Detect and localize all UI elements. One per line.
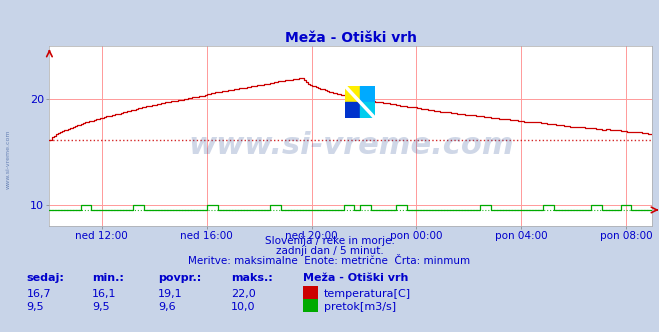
- Text: 19,1: 19,1: [158, 289, 183, 299]
- Title: Meža - Otiški vrh: Meža - Otiški vrh: [285, 31, 417, 45]
- Text: Meritve: maksimalne  Enote: metrične  Črta: minmum: Meritve: maksimalne Enote: metrične Črta…: [188, 256, 471, 266]
- Text: temperatura[C]: temperatura[C]: [324, 289, 411, 299]
- Bar: [345, 102, 360, 118]
- Text: povpr.:: povpr.:: [158, 273, 202, 283]
- Text: 9,6: 9,6: [158, 302, 176, 312]
- Text: Meža - Otiški vrh: Meža - Otiški vrh: [303, 273, 409, 283]
- Text: min.:: min.:: [92, 273, 124, 283]
- Text: 9,5: 9,5: [26, 302, 44, 312]
- Text: zadnji dan / 5 minut.: zadnji dan / 5 minut.: [275, 246, 384, 256]
- Text: 16,7: 16,7: [26, 289, 51, 299]
- Bar: [360, 102, 375, 118]
- Bar: [360, 86, 375, 102]
- Text: 9,5: 9,5: [92, 302, 110, 312]
- Bar: [345, 86, 360, 102]
- Text: 16,1: 16,1: [92, 289, 117, 299]
- Text: 22,0: 22,0: [231, 289, 256, 299]
- Text: Slovenija / reke in morje.: Slovenija / reke in morje.: [264, 236, 395, 246]
- Text: www.si-vreme.com: www.si-vreme.com: [188, 130, 514, 160]
- Text: www.si-vreme.com: www.si-vreme.com: [5, 129, 11, 189]
- Text: 10,0: 10,0: [231, 302, 255, 312]
- Text: sedaj:: sedaj:: [26, 273, 64, 283]
- Text: maks.:: maks.:: [231, 273, 272, 283]
- Text: pretok[m3/s]: pretok[m3/s]: [324, 302, 396, 312]
